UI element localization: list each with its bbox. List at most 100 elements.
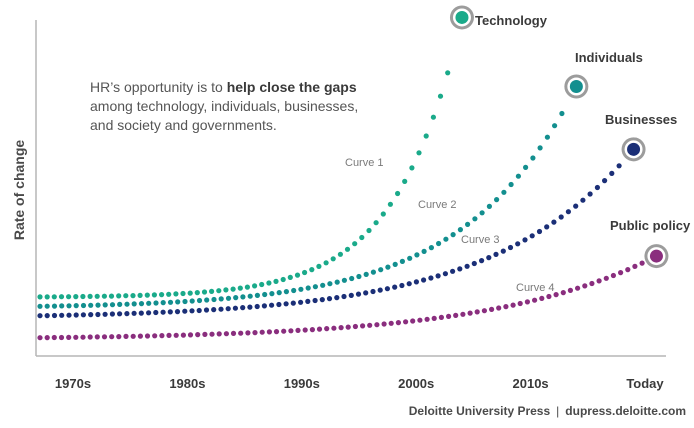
series-dot — [130, 293, 136, 299]
series-dot — [352, 323, 358, 330]
series-dot — [189, 308, 195, 314]
annotation-part1: HR’s opportunity is to — [90, 79, 227, 95]
series-dot — [494, 197, 500, 203]
series-dot — [312, 297, 318, 304]
series-dot — [266, 329, 272, 335]
series-dot — [203, 307, 210, 313]
series-dot — [524, 299, 531, 305]
x-tick-label: 2000s — [398, 376, 434, 391]
series-dot — [421, 277, 427, 283]
series-dot — [489, 306, 495, 312]
series-dot — [395, 320, 401, 326]
series-dot — [553, 292, 559, 298]
series-dot — [73, 294, 79, 300]
series-dot — [305, 285, 311, 291]
series-dot — [625, 267, 631, 273]
series-dot — [225, 306, 231, 312]
series-dot — [610, 272, 617, 279]
series-dot — [283, 301, 289, 307]
series-dot — [580, 197, 586, 203]
series-dot — [51, 334, 57, 341]
series-dot — [138, 310, 144, 316]
series-dot — [223, 331, 229, 337]
series-dot — [117, 301, 123, 307]
series-dot — [182, 308, 188, 314]
series-dot — [180, 332, 186, 338]
series-dot — [355, 291, 362, 297]
series-dot — [486, 255, 492, 261]
series-dot — [116, 293, 122, 299]
series-dot — [44, 335, 50, 341]
series-dot — [230, 330, 237, 336]
series-dot — [44, 303, 50, 309]
series-dot — [515, 173, 522, 179]
x-tick-label: 1990s — [284, 376, 320, 391]
series-dot — [532, 297, 538, 303]
series-dot — [298, 299, 304, 305]
series-dot — [146, 300, 152, 306]
end-marker-dot — [627, 142, 641, 156]
series-dot — [101, 334, 108, 340]
series-dot — [159, 292, 165, 298]
series-dot — [464, 263, 470, 269]
curve-label: Curve 1 — [345, 157, 384, 169]
series-dot — [510, 302, 516, 308]
series-dot — [44, 294, 50, 300]
series-dot — [560, 290, 566, 296]
series-dot — [399, 258, 405, 264]
series-dot — [486, 203, 492, 209]
series-dot — [392, 284, 398, 290]
series-dot — [367, 322, 373, 328]
series-dot — [288, 328, 294, 334]
series-dot — [445, 70, 451, 76]
series-dot — [259, 281, 265, 288]
series-dot — [413, 279, 419, 285]
series-dot — [479, 210, 485, 216]
series-dot — [460, 311, 466, 317]
series-dot — [446, 313, 452, 319]
series-dot — [471, 260, 477, 267]
annotation-bold: help close the gaps — [226, 79, 357, 95]
series-dot — [160, 309, 166, 315]
series-dot — [196, 307, 202, 314]
series-dot — [146, 310, 152, 316]
series-dot — [417, 317, 423, 323]
series-dot — [95, 311, 101, 318]
series-dot — [481, 308, 487, 314]
series-dot — [209, 331, 215, 337]
series-dot — [73, 334, 79, 340]
series-dot — [281, 328, 287, 334]
series-dot — [166, 332, 172, 338]
series-dot — [522, 237, 528, 243]
series-dot — [341, 277, 347, 283]
series-dot — [407, 255, 413, 261]
end-marker-dot — [455, 10, 469, 24]
series-dot — [240, 305, 246, 311]
series-dot — [370, 269, 376, 275]
series-dot — [539, 295, 545, 301]
footer-separator: | — [556, 404, 560, 418]
series-dot — [247, 304, 253, 310]
series-dot — [437, 93, 444, 99]
series-dot — [582, 283, 588, 289]
series-dot — [58, 334, 65, 341]
series-dot — [175, 299, 181, 305]
series-dot — [500, 248, 506, 254]
series-dot — [453, 312, 459, 318]
series-dot — [66, 312, 72, 318]
series-dot — [102, 302, 108, 308]
series-dot — [166, 291, 172, 297]
series-dot — [349, 275, 355, 282]
series-dot — [73, 312, 79, 318]
series-dot — [269, 302, 275, 308]
series-dot — [341, 293, 347, 300]
series-dot — [479, 258, 485, 264]
series-dot — [218, 296, 224, 302]
series-dot — [312, 284, 318, 290]
series-dot — [639, 260, 645, 266]
series-dot — [309, 327, 315, 333]
curve-label: Curve 4 — [516, 282, 555, 294]
series-dot — [363, 271, 369, 277]
series-dot — [377, 287, 383, 293]
series-dot — [589, 280, 595, 287]
